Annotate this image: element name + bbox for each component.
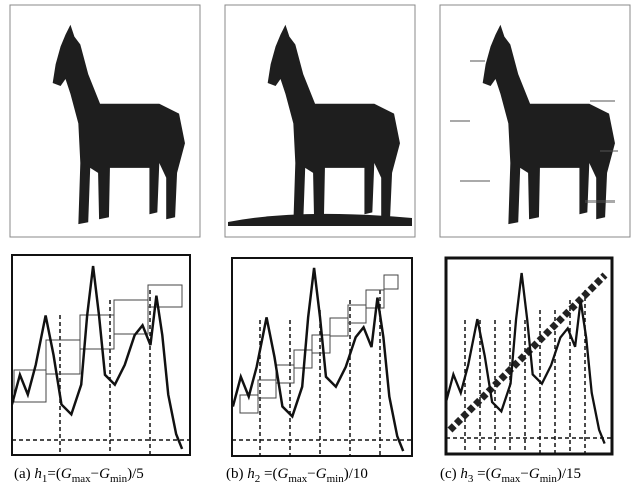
- plot-b: [232, 258, 412, 456]
- caption-text: =(: [47, 466, 60, 482]
- caption-text: G: [277, 466, 288, 482]
- caption-subscript: min: [540, 473, 558, 485]
- caption-b: (b) h2 =(Gmax−Gmin)/10: [226, 466, 368, 485]
- caption-text: G: [61, 466, 72, 482]
- caption-subscript: min: [110, 473, 128, 485]
- caption-subscript: max: [501, 473, 520, 485]
- caption-text: =(: [260, 466, 277, 482]
- caption-subscript: min: [327, 473, 345, 485]
- caption-text: h: [34, 466, 42, 482]
- caption-text: (a): [14, 466, 34, 482]
- caption-text: G: [99, 466, 110, 482]
- caption-subscript: max: [288, 473, 307, 485]
- caption-text: −: [307, 466, 315, 482]
- figure: (a) h1=(Gmax−Gmin)/5 (b) h2 =(Gmax−Gmin)…: [0, 0, 640, 486]
- caption-text: G: [316, 466, 327, 482]
- caption-c: (c) h3 =(Gmax−Gmin)/15: [440, 466, 581, 485]
- caption-text: h: [460, 466, 468, 482]
- plot-c: [446, 258, 612, 454]
- caption-text: )/15: [557, 466, 581, 482]
- caption-subscript: max: [72, 473, 91, 485]
- caption-a: (a) h1=(Gmax−Gmin)/5: [14, 466, 144, 485]
- caption-text: G: [491, 466, 502, 482]
- plot-a: [12, 255, 190, 455]
- caption-text: (b): [226, 466, 247, 482]
- caption-text: (c): [440, 466, 460, 482]
- caption-text: −: [91, 466, 99, 482]
- caption-text: )/10: [344, 466, 368, 482]
- caption-text: h: [247, 466, 255, 482]
- caption-text: −: [520, 466, 528, 482]
- image-b: [225, 5, 415, 237]
- image-a: [10, 5, 200, 237]
- image-c: [440, 5, 630, 237]
- caption-text: =(: [473, 466, 490, 482]
- caption-text: )/5: [127, 466, 144, 482]
- caption-text: G: [529, 466, 540, 482]
